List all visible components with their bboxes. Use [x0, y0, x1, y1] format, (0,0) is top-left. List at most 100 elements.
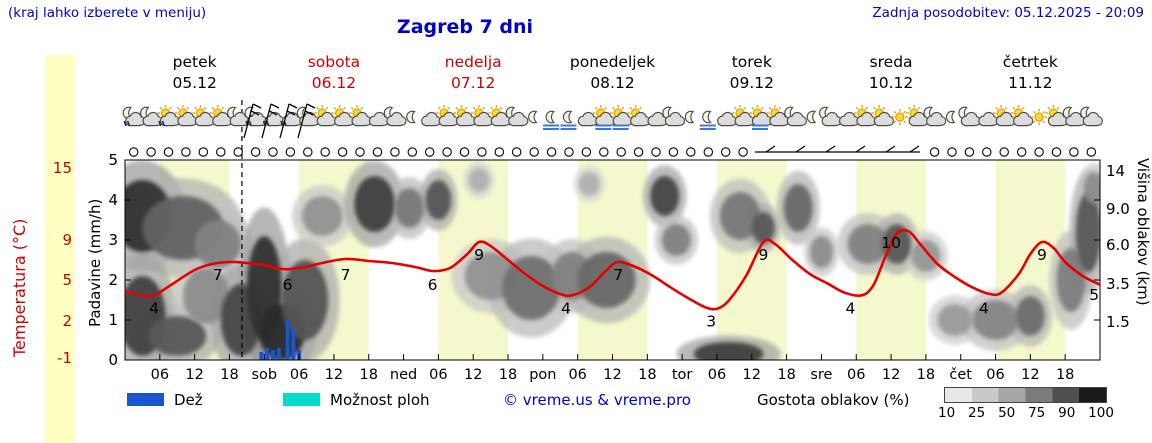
- wind-circle: [511, 147, 522, 157]
- cloud-icon: [386, 111, 407, 127]
- cloud-icon: [1047, 111, 1069, 127]
- cloud-blob: [425, 180, 452, 220]
- moon-icon: [406, 110, 416, 124]
- copyright-link[interactable]: © vreme.us & vreme.pro: [503, 391, 691, 409]
- rain-bar: [276, 348, 281, 360]
- wind-circle: [929, 147, 940, 157]
- rain-legend-label: Dež: [174, 391, 203, 409]
- cloud-icon: [334, 111, 355, 127]
- weather-icon: [157, 105, 181, 127]
- temperature-value-label: 5: [1089, 286, 1099, 304]
- temp-tick-label: -1: [57, 349, 72, 367]
- cloud-blob: [972, 300, 1019, 340]
- cloud-blob: [577, 252, 636, 308]
- temperature-value-label: 4: [846, 299, 856, 317]
- weather-icon: [871, 105, 895, 127]
- weather-icon: [684, 110, 695, 124]
- weather-icon: [528, 110, 538, 124]
- weather-icon: [699, 110, 716, 130]
- wind-circle: [1034, 147, 1044, 157]
- cloud-icon: [786, 111, 807, 127]
- wind-barb-flag-icon: [286, 110, 296, 116]
- wind-barb-flag-icon: [304, 110, 314, 116]
- wind-barb-flag-icon: [885, 145, 896, 153]
- rain-bar: [259, 352, 264, 360]
- temperature-line: [124, 228, 1101, 311]
- moon-icon: [528, 110, 538, 124]
- weather-icon: [406, 110, 416, 124]
- precip-streak-icon: [612, 128, 629, 130]
- x-tick-label: 12: [464, 367, 482, 383]
- cloud-blob: [194, 220, 242, 268]
- temperature-value-label: 7: [613, 266, 623, 284]
- cloud-icon: [159, 111, 181, 127]
- rain-bar: [291, 328, 296, 360]
- weather-icon: [453, 105, 477, 127]
- wind-circle: [303, 147, 313, 157]
- weather-icon: [349, 105, 372, 127]
- cloud-blob: [394, 188, 424, 228]
- cloud-blob: [281, 260, 329, 340]
- cloud-blob: [1056, 248, 1086, 312]
- x-tick-label: 12: [603, 367, 621, 383]
- wind-circle: [703, 147, 714, 157]
- moon-icon: [945, 110, 956, 124]
- precip-streak-icon: [751, 128, 768, 130]
- cloud-icon: [316, 111, 337, 127]
- weather-icon: [838, 111, 860, 127]
- last-update: Zadnja posodobitev: 05.12.2025 - 20:09: [872, 5, 1144, 21]
- showers-legend-label: Možnost ploh: [330, 391, 430, 409]
- cloud-icon: [142, 111, 163, 127]
- x-tick-label: 06: [708, 367, 726, 383]
- cloud-blob: [847, 224, 889, 264]
- cloud-scale-bar: [944, 387, 1107, 403]
- precip-tick-label: 4: [108, 191, 118, 209]
- weather-icon: [488, 105, 511, 127]
- rain-swatch: [127, 393, 164, 406]
- cloud-tick-label: 3.5: [1106, 275, 1130, 293]
- wind-circle: [1069, 147, 1079, 157]
- temperature-axis-title: Temperatura (°C): [10, 218, 29, 357]
- rain-bar: [270, 350, 275, 360]
- temperature-value-label: 9: [1037, 246, 1047, 264]
- x-tick-label: 06: [290, 367, 308, 383]
- weather-icon: [958, 106, 982, 127]
- cloud-blob: [809, 236, 834, 268]
- x-tick-label: 18: [499, 367, 517, 383]
- temperature-value-label: 4: [561, 299, 571, 317]
- wind-circle: [1086, 147, 1097, 157]
- cloud-icon: [1065, 111, 1086, 127]
- wind-circle: [738, 147, 748, 157]
- wind-barb-flag-icon: [795, 145, 806, 153]
- cloud-icon: [194, 111, 216, 127]
- cloud-icon: [125, 111, 146, 127]
- showers-swatch: [283, 393, 320, 406]
- x-tick-label: 18: [360, 367, 378, 383]
- wind-barb-flag-icon: [268, 110, 278, 116]
- wind-circle: [477, 147, 487, 157]
- x-tick-label: 12: [743, 367, 761, 383]
- weather-icon: [853, 105, 877, 127]
- cloud-layer: [125, 160, 1100, 360]
- day-name: sreda: [870, 53, 913, 71]
- wind-barb-icon: [243, 103, 254, 139]
- cloud-icon: [281, 111, 303, 127]
- wind-circle: [599, 147, 609, 157]
- cloud-tick-label: 1.5: [1106, 313, 1130, 331]
- moon-icon: [702, 110, 712, 124]
- weather-icon: [192, 105, 216, 127]
- temp-tick-label: 2: [62, 312, 72, 330]
- temp-tick-label: 9: [62, 231, 72, 249]
- weather-icon: [732, 105, 755, 127]
- cloud-icon: [1082, 111, 1103, 127]
- wind-circle: [686, 147, 696, 157]
- cloud-icon: [734, 111, 755, 127]
- cloud-icon: [856, 111, 877, 127]
- day-name: nedelja: [445, 53, 502, 71]
- precip-streak-icon: [543, 128, 560, 130]
- cloud-icon: [212, 111, 233, 127]
- cloud-blob: [502, 256, 561, 320]
- wind-circle: [128, 147, 139, 157]
- wind-circle: [424, 147, 435, 157]
